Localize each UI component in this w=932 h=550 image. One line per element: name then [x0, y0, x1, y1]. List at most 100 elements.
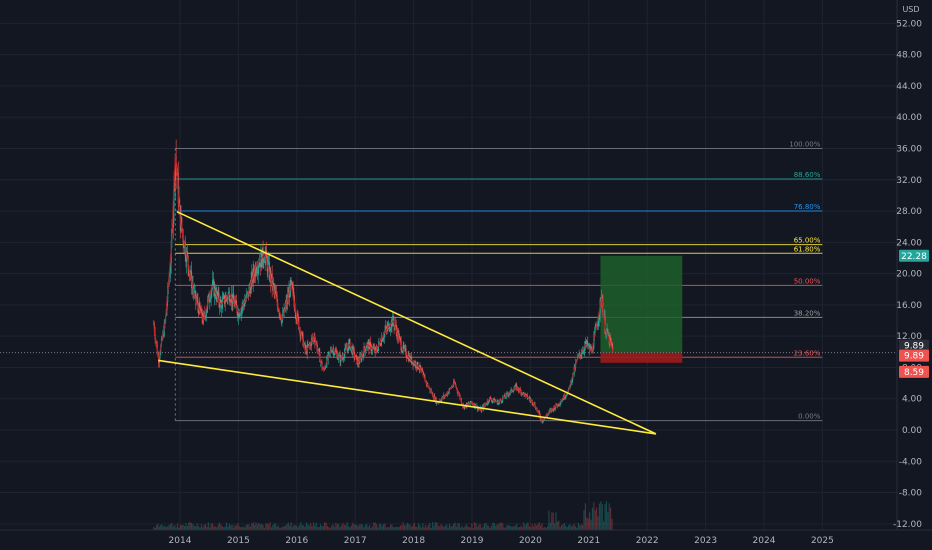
volume-bar [460, 527, 462, 530]
volume-bar [565, 525, 567, 530]
wedge-trendline[interactable] [176, 211, 657, 435]
volume-bar [396, 526, 399, 530]
candle-body [473, 404, 475, 407]
volume-bar [490, 525, 493, 530]
candle-body [334, 353, 336, 355]
candle-body [310, 339, 312, 347]
volume-bar [275, 523, 277, 530]
volume-bar [579, 525, 581, 530]
candle-body [578, 353, 580, 356]
candle-body [358, 363, 360, 365]
price-badge [899, 365, 929, 378]
trendlines[interactable] [158, 211, 657, 435]
volume-bar [524, 525, 526, 530]
candle-body [404, 347, 406, 349]
candle-body [353, 349, 355, 357]
candle-body [279, 314, 281, 315]
candle-body [328, 352, 330, 354]
price-axis-tick-label: 0.00 [902, 426, 922, 436]
position-stop-zone[interactable] [600, 352, 683, 363]
volume-bar [254, 524, 256, 530]
candle-body [209, 300, 211, 302]
volume-bar [426, 527, 428, 530]
position-target-zone[interactable] [600, 255, 683, 353]
fibonacci-retracement[interactable]: 100.00% 88.60% 76.80% 65.00%61.80% 50.00% 38.… [174, 140, 823, 422]
candle-body [224, 301, 226, 304]
volume-bar [161, 524, 163, 530]
volume-bar [608, 503, 610, 530]
volume-bar [311, 526, 313, 530]
candle-body [268, 261, 270, 279]
volume-bar [200, 524, 202, 530]
volume-bar [317, 527, 319, 530]
volume-bar [325, 522, 327, 530]
price-axis[interactable]: 52.00 48.00 44.00 40.00 36.00 32.00 28.00 24.00… [893, 19, 922, 529]
candle-body [519, 388, 521, 391]
volume-bar [245, 525, 247, 530]
volume-bar [552, 512, 554, 530]
volume-bar [371, 526, 373, 530]
candle-body [554, 407, 556, 410]
volume-bar [283, 526, 285, 530]
time-axis-tick-label: 2014 [169, 536, 192, 546]
time-axis-tick-label: 2023 [694, 536, 717, 546]
volume-bar [384, 523, 386, 530]
volume-bar [338, 523, 340, 530]
candle-body [169, 271, 171, 277]
candle-body [493, 398, 495, 401]
volume-bar [528, 526, 530, 530]
candle-body [240, 308, 242, 314]
candle-body [377, 346, 379, 352]
wedge-trendline[interactable] [158, 359, 657, 435]
volume-bar [218, 522, 221, 530]
candle-body [532, 403, 534, 405]
price-axis-tick-label: 20.00 [896, 270, 922, 280]
volume-bar [373, 522, 375, 530]
volume-bar [276, 526, 278, 530]
volume-bar [496, 524, 498, 530]
candle-body [205, 315, 207, 318]
volume-bar [280, 527, 282, 530]
price-badge-label: 9.89 [904, 352, 924, 362]
volume-bar [209, 527, 211, 530]
candle-body [371, 350, 373, 352]
time-axis-tick-label: 2024 [753, 536, 776, 546]
candle-body [362, 354, 364, 357]
volume-bar [593, 502, 595, 530]
candle-body [216, 291, 218, 297]
candle-body [376, 350, 378, 352]
volume-bar [416, 527, 418, 530]
candle-body [256, 272, 258, 274]
volume-bar [525, 523, 528, 530]
volume-bar [282, 526, 284, 530]
volume-bar [444, 525, 446, 530]
volume-bar [395, 526, 397, 530]
volume-bar [582, 525, 584, 530]
volume-bar [171, 523, 173, 530]
candle-body [605, 332, 607, 335]
candle-body [159, 353, 161, 359]
candle-body [210, 291, 212, 300]
candle-body [221, 303, 223, 309]
candle-body [212, 280, 214, 287]
volume-bar [530, 527, 532, 530]
candle-body [509, 392, 511, 394]
volume-bar [353, 524, 355, 530]
candle-body [295, 313, 297, 319]
long-position-tool[interactable] [0, 255, 897, 363]
candle-body [390, 321, 392, 329]
volume-bar [332, 524, 334, 530]
volume-bars [153, 501, 613, 530]
candle-body [172, 207, 174, 228]
candle-body [470, 401, 472, 403]
time-axis[interactable]: 2014 2015 2016 2017 2018 2019 2020 2021 2022 2023… [169, 536, 834, 546]
volume-bar [523, 522, 525, 530]
volume-bar [489, 527, 491, 530]
candle-body [206, 308, 208, 313]
volume-bar [605, 501, 608, 530]
candle-body [348, 342, 350, 351]
candle-body [197, 300, 199, 307]
candle-body [289, 290, 291, 297]
volume-bar [537, 524, 539, 530]
